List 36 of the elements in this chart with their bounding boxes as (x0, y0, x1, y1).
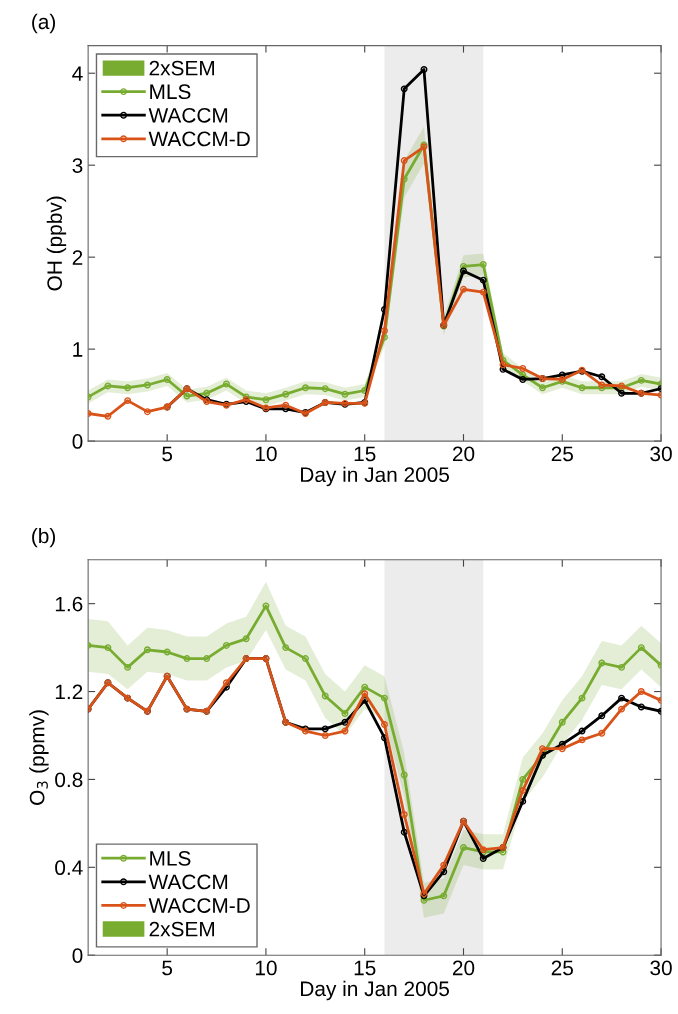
x-tick-label: 15 (354, 446, 376, 462)
y-axis-title: O$_{3}$ (ppmv) (29, 710, 49, 805)
x-tick-label: 20 (452, 960, 475, 976)
x-tick-label: 10 (255, 446, 277, 462)
x-tick-label: 30 (650, 446, 672, 462)
y-axis-title: OH (ppbv) (46, 196, 67, 291)
x-tick-label: 5 (162, 446, 173, 462)
x-tick-label: 25 (551, 446, 573, 462)
y-tick-label: 3 (72, 158, 83, 173)
x-tick-label: 25 (551, 960, 573, 976)
x-tick-label: 5 (162, 960, 173, 976)
chart-title: (a) (32, 13, 56, 34)
y-tick-label: 0.8 (55, 772, 83, 788)
annotation: 2xSEM (149, 921, 214, 937)
legend-label: WACCM-D (148, 131, 250, 147)
legend-label: WACCM (148, 107, 228, 123)
legend-label: MLS (150, 84, 191, 100)
x-axis-title: Day in Jan 2005 (301, 466, 450, 487)
y-tick-label: 1.6 (55, 596, 83, 612)
x-tick-label: 20 (452, 446, 475, 462)
x-tick-label: 15 (354, 960, 376, 976)
legend-label: WACCM (148, 874, 228, 890)
y-tick-label: 1 (73, 342, 83, 357)
x-tick-label: 30 (650, 960, 672, 976)
y-tick-label: 1.2 (55, 684, 83, 700)
y-tick-label: 4 (72, 66, 83, 81)
annotation: 2xSEM (149, 60, 214, 76)
x-tick-label: 10 (255, 960, 277, 976)
y-tick-label: 0 (72, 948, 83, 963)
y-tick-label: 2 (72, 250, 83, 265)
legend-label: MLS (150, 850, 191, 866)
x-axis-title: Day in Jan 2005 (301, 980, 450, 1001)
y-tick-label: 0 (72, 434, 83, 449)
chart-title: (b) (32, 527, 56, 548)
y-tick-label: 0.4 (55, 860, 83, 876)
legend-label: WACCM-D (148, 898, 250, 913)
